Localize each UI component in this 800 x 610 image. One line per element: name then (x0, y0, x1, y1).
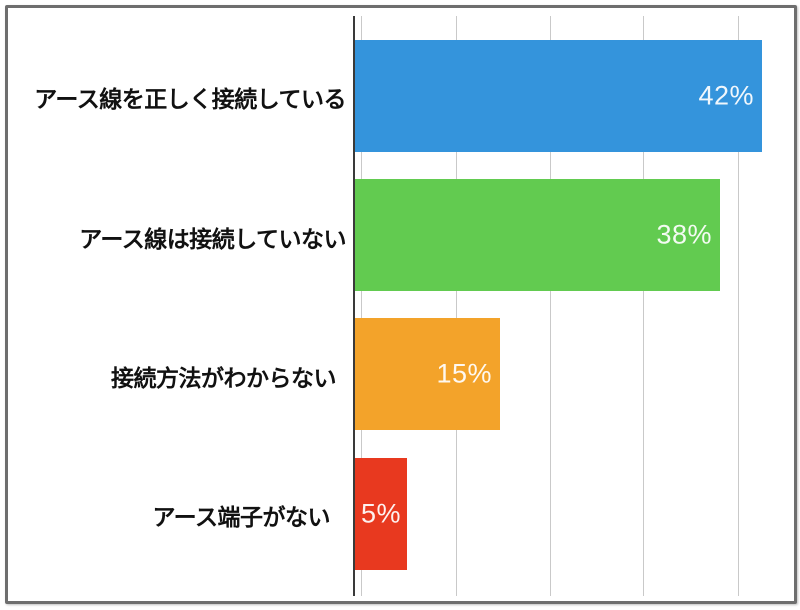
bar-value-label: 38% (656, 219, 712, 250)
category-label: アース線は接続していない (79, 227, 346, 253)
category-label: アース線を正しく接続している (34, 87, 346, 113)
gridline (738, 16, 739, 596)
bar-value-label: 42% (698, 80, 754, 111)
bar-value-label: 5% (360, 498, 401, 529)
gridline (361, 16, 362, 596)
bar-unknown-method: 15% (355, 318, 500, 430)
bar-no-ground-terminal: 5% (355, 458, 407, 570)
gridline (456, 16, 457, 596)
bar-grounded-correctly: 42% (355, 40, 762, 152)
y-axis-line (353, 16, 355, 596)
category-label: アース端子がない (152, 505, 331, 531)
bar-value-label: 15% (436, 358, 492, 389)
category-label: 接続方法がわからない (111, 366, 337, 392)
gridline (643, 16, 644, 596)
gridline (550, 16, 551, 596)
bar-not-grounded: 38% (355, 179, 720, 291)
